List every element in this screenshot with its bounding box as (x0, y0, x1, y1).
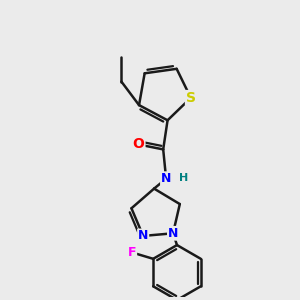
Text: N: N (138, 230, 148, 242)
Text: H: H (179, 173, 188, 183)
Text: O: O (133, 137, 145, 152)
Text: N: N (161, 172, 171, 185)
Text: F: F (128, 246, 136, 259)
Text: S: S (186, 91, 196, 105)
Text: N: N (168, 227, 178, 240)
